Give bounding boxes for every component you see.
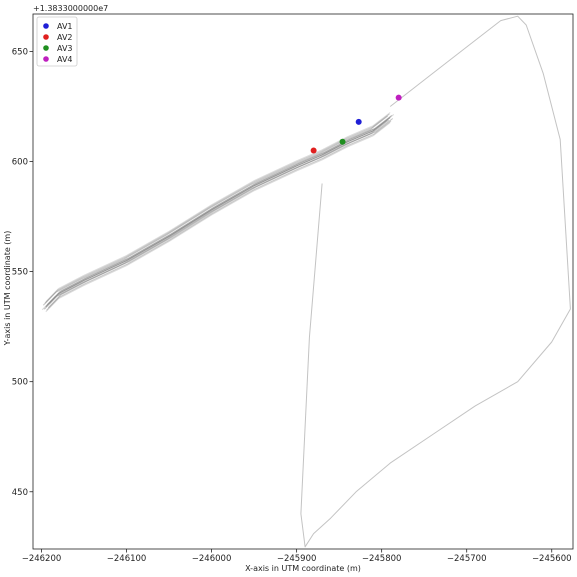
x-tick-label: −245900: [277, 554, 317, 564]
y-offset-label: +1.3833000000e7: [33, 4, 108, 13]
legend-label-av2: AV2: [57, 33, 73, 42]
trajectory-line: [44, 113, 390, 304]
trajectory-loop: [300, 15, 571, 548]
x-tick-label: −246200: [22, 554, 62, 564]
plot-frame: [32, 13, 574, 550]
x-tick-label: −245600: [532, 554, 572, 564]
trajectory-line: [46, 115, 393, 306]
legend-label-av3: AV3: [57, 44, 73, 53]
point-av1: [355, 118, 362, 125]
points-layer: [310, 94, 402, 154]
x-tick-label: −246000: [192, 554, 232, 564]
x-axis: −246200 −246100 −246000 −245900 −245800 −2457…: [22, 549, 572, 564]
point-av3: [339, 138, 346, 145]
x-tick-label: −245800: [362, 554, 402, 564]
legend-marker-av2: [43, 34, 49, 40]
point-av4: [395, 94, 402, 101]
trajectory-line: [45, 112, 391, 303]
x-tick-label: −246100: [107, 554, 147, 564]
legend: AV1 AV2 AV3 AV4: [36, 16, 78, 67]
trajectory-line: [48, 114, 395, 305]
legend-label-av1: AV1: [57, 22, 73, 31]
legend-label-av4: AV4: [57, 55, 73, 64]
y-tick-label: 650: [12, 47, 28, 57]
trajectory-line: [45, 122, 391, 313]
y-axis-label: Y-axis in UTM coordinate (m): [3, 231, 12, 347]
y-tick-label: 600: [12, 158, 28, 168]
y-tick-label: 500: [12, 378, 28, 388]
trajectory-line: [46, 120, 392, 311]
y-tick-label: 550: [12, 268, 28, 278]
x-axis-label: X-axis in UTM coordinate (m): [245, 564, 361, 573]
point-av2: [310, 147, 317, 154]
x-tick-label: −245700: [447, 554, 487, 564]
y-tick-label: 450: [12, 488, 28, 498]
trajectory-line: [41, 120, 388, 311]
legend-box: [36, 16, 78, 67]
trajectory-layer: [41, 15, 571, 548]
legend-marker-av4: [43, 56, 49, 62]
trajectory-line: [47, 118, 394, 309]
trajectory-line: [42, 115, 389, 306]
legend-marker-av1: [43, 23, 49, 29]
y-axis: 450 500 550 600 650: [12, 47, 33, 498]
trajectory-line: [45, 117, 391, 308]
legend-marker-av3: [43, 45, 49, 51]
